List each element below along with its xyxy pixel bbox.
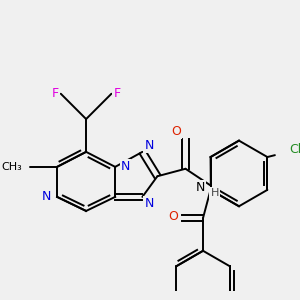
Text: N: N — [121, 160, 130, 173]
Text: O: O — [168, 210, 178, 223]
Text: N: N — [196, 181, 205, 194]
Text: N: N — [144, 197, 154, 210]
Text: F: F — [52, 87, 59, 100]
Text: N: N — [144, 139, 154, 152]
Text: Cl: Cl — [290, 143, 300, 156]
Text: O: O — [171, 125, 181, 138]
Text: H: H — [210, 188, 219, 198]
Text: CH₃: CH₃ — [2, 162, 22, 172]
Text: F: F — [113, 87, 121, 100]
Text: N: N — [42, 190, 51, 203]
